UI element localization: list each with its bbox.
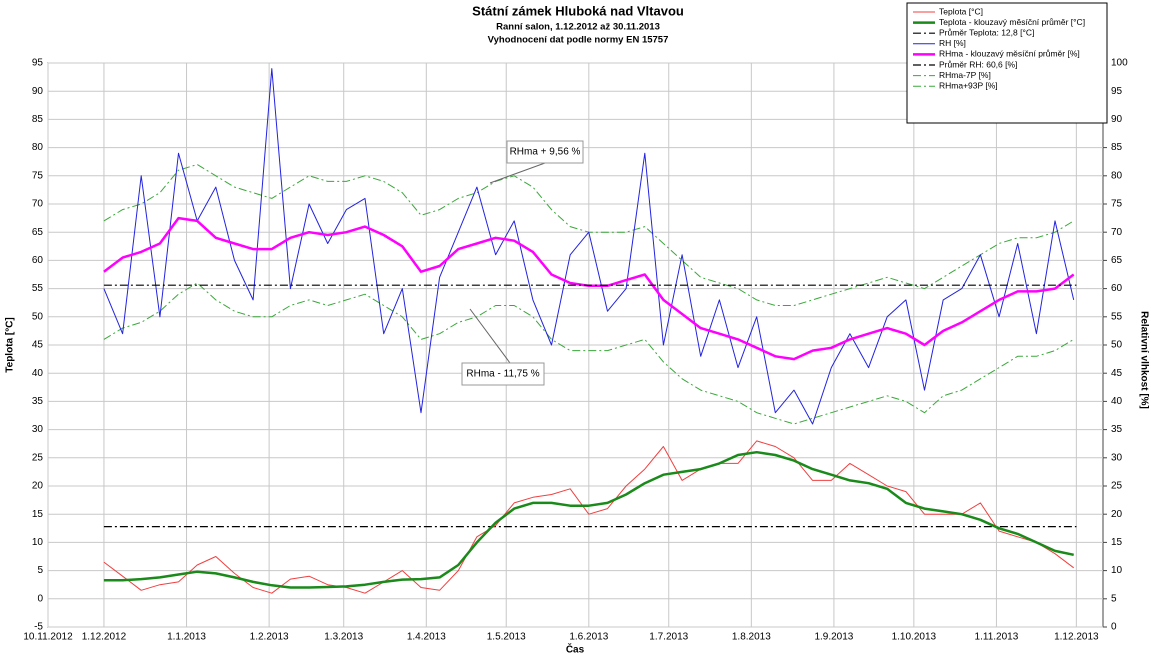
y-tick-label: 20 [32,481,44,492]
legend-label: Průměr RH: 60,6 [%] [939,59,1017,69]
y-tick-label: 65 [32,227,44,238]
y2-tick-label: 55 [1111,311,1123,322]
y2-tick-label: 95 [1111,86,1123,97]
x-tick-label: 1.1.2013 [167,632,206,643]
y2-tick-label: 15 [1111,537,1123,548]
legend-label: RH [%] [939,38,966,48]
y2-tick-label: 5 [1111,593,1117,604]
x-tick-label: 1.11.2013 [975,632,1019,643]
x-tick-label: 1.4.2013 [407,632,446,643]
y2-tick-label: 40 [1111,396,1123,407]
y-tick-label: 0 [37,593,43,604]
x-tick-label: 1.7.2013 [649,632,688,643]
y-tick-label: 15 [32,509,44,520]
legend-label: Teplota - klouzavý měsíční průměr [°C] [939,17,1085,27]
y-tick-label: 35 [32,396,44,407]
legend-label: Teplota [°C] [939,6,983,16]
annotation: RHma + 9,56 % [510,147,581,158]
x-tick-label: 1.2.2013 [250,632,289,643]
y2-tick-label: 60 [1111,283,1123,294]
y2-tick-label: 100 [1111,58,1128,69]
x-axis-label: Čas [566,643,585,655]
y2-tick-label: 10 [1111,565,1123,576]
annotation-box [506,140,584,164]
y-tick-label: 60 [32,255,44,266]
y2-tick-label: 90 [1111,114,1123,125]
chart-title: Státní zámek Hluboká nad Vltavou [472,3,684,18]
x-tick-label: 1.10.2013 [892,632,937,643]
y-tick-label: 30 [32,424,44,435]
y2-tick-label: 35 [1111,424,1123,435]
y2-axis-label: Relativní vlhkost [%] [1138,311,1149,409]
series-line [103,68,1075,425]
y2-tick-label: 45 [1111,368,1123,379]
chart-subtitle: Ranní salon, 1.12.2012 až 30.11.2013 [496,22,660,33]
y-tick-label: 10 [32,537,44,548]
y-tick-label: 85 [32,114,44,125]
y-tick-label: 5 [37,565,43,576]
series-line [103,440,1075,594]
x-tick-label: 10.11.2012 [23,632,73,643]
y-tick-label: 90 [32,86,44,97]
annotation: RHma - 11,75 % [466,369,539,380]
y-tick-label: 25 [32,452,44,463]
legend-box [906,2,1108,124]
y2-tick-label: 85 [1111,142,1123,153]
x-tick-label: 1.5.2013 [487,632,526,643]
legend-label: Průměr Teplota: 12,8 [°C] [939,27,1034,37]
x-tick-label: 1.12.2012 [82,632,127,643]
series-line [103,450,1074,589]
legend-label: RHma+93P [%] [939,80,998,90]
y-tick-label: 75 [32,170,44,181]
y2-tick-label: 25 [1111,481,1123,492]
legend-label: RHma - klouzavý měsíční průměr [%] [939,49,1080,59]
y-tick-label: 40 [32,368,44,379]
y-axis-label: Teplota [°C] [5,317,16,372]
annotation-box [461,362,545,386]
y2-tick-label: 70 [1111,227,1123,238]
y-tick-label: 80 [32,142,44,153]
chart-subtitle: Vyhodnocení dat podle normy EN 15757 [488,35,669,46]
x-tick-label: 1.6.2013 [569,632,608,643]
y-tick-label: -5 [34,622,43,633]
y-tick-label: 70 [32,199,44,210]
y-tick-label: 55 [32,283,44,294]
y2-tick-label: 65 [1111,255,1123,266]
x-tick-label: 1.3.2013 [324,632,363,643]
x-tick-label: 1.8.2013 [732,632,771,643]
series-line [103,282,1074,425]
x-tick-label: 1.9.2013 [814,632,853,643]
y2-tick-label: 30 [1111,452,1123,463]
y2-tick-label: 20 [1111,509,1123,520]
y-tick-label: 50 [32,311,44,322]
y-tick-label: 95 [32,58,44,69]
x-tick-label: 1.12.2013 [1054,632,1099,643]
y-tick-label: 45 [32,340,44,351]
y2-tick-label: 0 [1111,622,1117,633]
y2-tick-label: 75 [1111,199,1123,210]
y2-tick-label: 80 [1111,170,1123,181]
legend-label: RHma-7P [%] [939,70,991,80]
annotation-leader [489,162,546,184]
annotation-leader [469,308,511,364]
y2-tick-label: 50 [1111,340,1123,351]
